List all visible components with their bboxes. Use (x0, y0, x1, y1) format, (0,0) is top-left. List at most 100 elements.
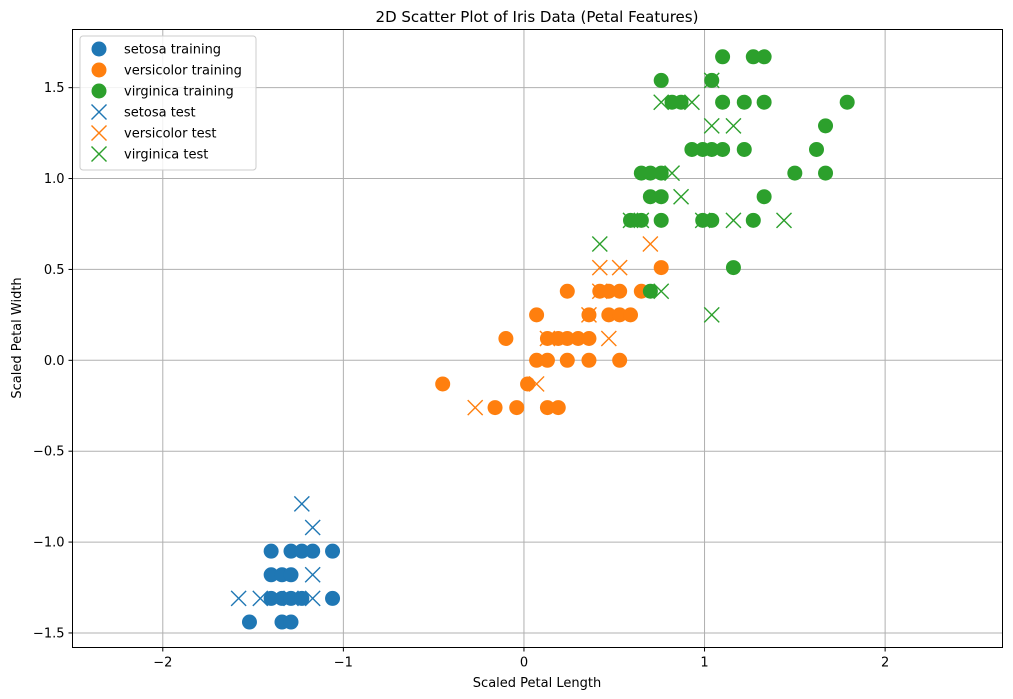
training-point (498, 331, 514, 346)
training-point (581, 352, 597, 368)
training-point (294, 590, 310, 606)
test-point (673, 188, 690, 205)
training-point (570, 331, 586, 346)
legend-marker (91, 83, 107, 99)
training-point (809, 141, 824, 157)
y-tick-label: 0.0 (44, 354, 65, 369)
training-point (283, 567, 299, 583)
training-point (294, 543, 310, 559)
test-point (664, 165, 681, 182)
training-point (550, 400, 566, 416)
training-point (745, 49, 761, 65)
y-tick-label: 1.0 (44, 172, 65, 187)
test-point (304, 566, 321, 583)
chart-title: 2D Scatter Plot of Iris Data (Petal Feat… (376, 8, 699, 26)
training-point (529, 307, 545, 323)
training-point (715, 141, 731, 157)
training-point (559, 352, 575, 368)
legend-entry: virginica test (91, 146, 208, 163)
legend-label: versicolor training (124, 64, 242, 79)
test-point (725, 117, 742, 134)
legend-label: virginica training (124, 85, 234, 100)
legend: setosa training versicolor training virgin… (79, 35, 257, 171)
test-point (528, 375, 545, 392)
training-point (818, 165, 834, 181)
legend-marker (91, 146, 107, 162)
test-point (776, 212, 792, 229)
test-point (304, 519, 321, 536)
test-point (467, 399, 484, 416)
training-point (736, 141, 752, 157)
training-point (653, 260, 669, 276)
test-point (703, 306, 720, 323)
training-point (653, 165, 669, 181)
x-tick-label: 1 (700, 656, 708, 671)
training-point (756, 49, 772, 65)
test-point (683, 94, 700, 111)
legend-entry: virginica training (91, 83, 234, 100)
training-point (581, 331, 597, 346)
test-point (694, 212, 711, 229)
y-tick-label: 0.5 (44, 263, 65, 278)
series-setosa-training (241, 543, 341, 630)
x-tick-label: 2 (881, 656, 889, 671)
training-point (509, 400, 525, 416)
y-tick-label: −1.0 (33, 536, 65, 551)
y-ticks: −1.5 −1.0 −0.5 0.0 0.5 1.0 1.5 (33, 81, 73, 641)
test-point (703, 72, 720, 89)
test-point (725, 212, 742, 229)
y-tick-label: 1.5 (44, 81, 65, 96)
legend-entry: versicolor test (91, 125, 217, 142)
training-point (559, 331, 575, 346)
training-point (787, 165, 803, 181)
training-point (715, 94, 731, 110)
test-point (304, 590, 321, 607)
series-versicolor-training (435, 260, 669, 416)
legend-entry: setosa training (91, 41, 221, 58)
training-point (283, 543, 299, 559)
training-point (539, 352, 555, 368)
legend-label: versicolor test (124, 127, 217, 142)
training-point (725, 260, 741, 276)
training-point (704, 212, 720, 228)
test-point (591, 235, 608, 252)
training-point (263, 567, 279, 583)
legend-marker (91, 125, 107, 141)
x-ticks: −2 −1 0 1 2 (153, 647, 889, 671)
legend-label: setosa training (124, 43, 221, 58)
test-point (642, 235, 659, 252)
training-point (601, 307, 617, 323)
training-point (756, 94, 772, 110)
training-point (559, 283, 575, 299)
y-axis-label: Scaled Petal Width (10, 277, 25, 398)
test-point (293, 495, 310, 512)
legend-entry: setosa test (91, 104, 196, 121)
test-point (580, 306, 597, 323)
test-point (539, 330, 556, 347)
legend-marker (91, 41, 107, 57)
test-point (653, 283, 670, 300)
training-point (325, 543, 341, 559)
training-point (818, 118, 834, 134)
test-point (600, 330, 617, 347)
x-tick-label: −2 (153, 656, 172, 671)
training-point (704, 141, 720, 157)
plot-frame (72, 29, 1003, 648)
training-point (601, 283, 617, 299)
legend-entry: versicolor training (91, 62, 242, 79)
training-point (736, 94, 752, 110)
training-point (623, 307, 638, 323)
test-point (653, 94, 670, 111)
legend-marker (91, 62, 107, 78)
training-point (642, 165, 658, 181)
training-point (839, 94, 855, 110)
training-point (612, 307, 628, 323)
training-point (520, 376, 536, 392)
training-point (756, 189, 772, 205)
training-point (642, 283, 658, 299)
legend-marker (91, 104, 107, 120)
legend-label: virginica test (124, 148, 208, 163)
x-tick-label: 0 (520, 656, 528, 671)
legend-label: setosa test (124, 106, 196, 121)
